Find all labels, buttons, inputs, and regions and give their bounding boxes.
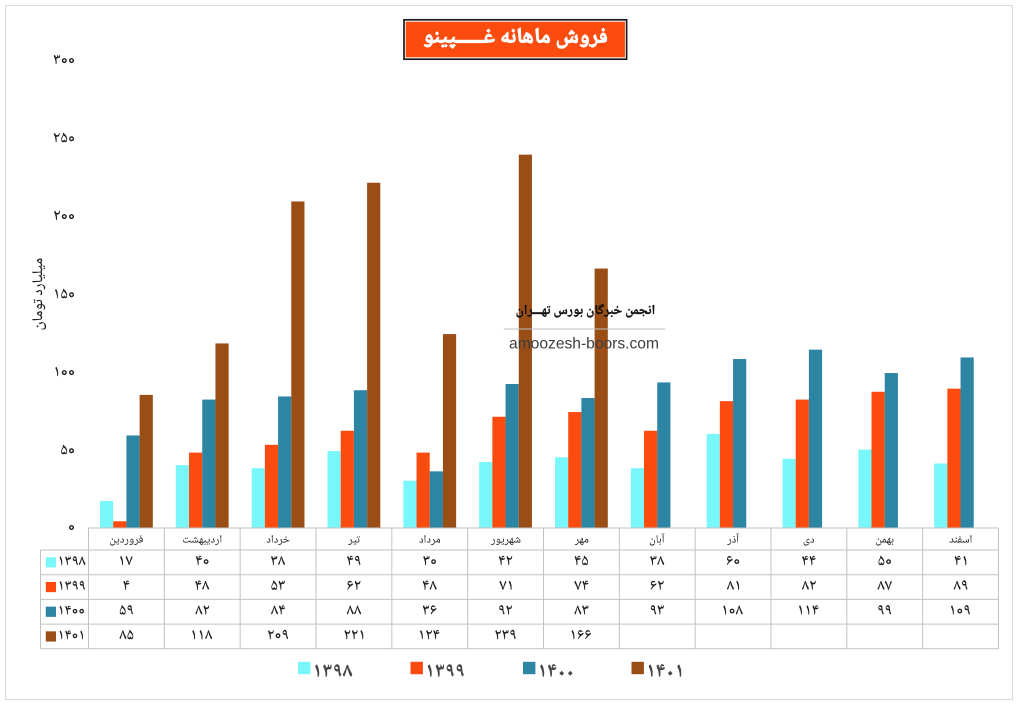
svg-text:amoozesh-boors.com: amoozesh-boors.com (509, 336, 659, 353)
